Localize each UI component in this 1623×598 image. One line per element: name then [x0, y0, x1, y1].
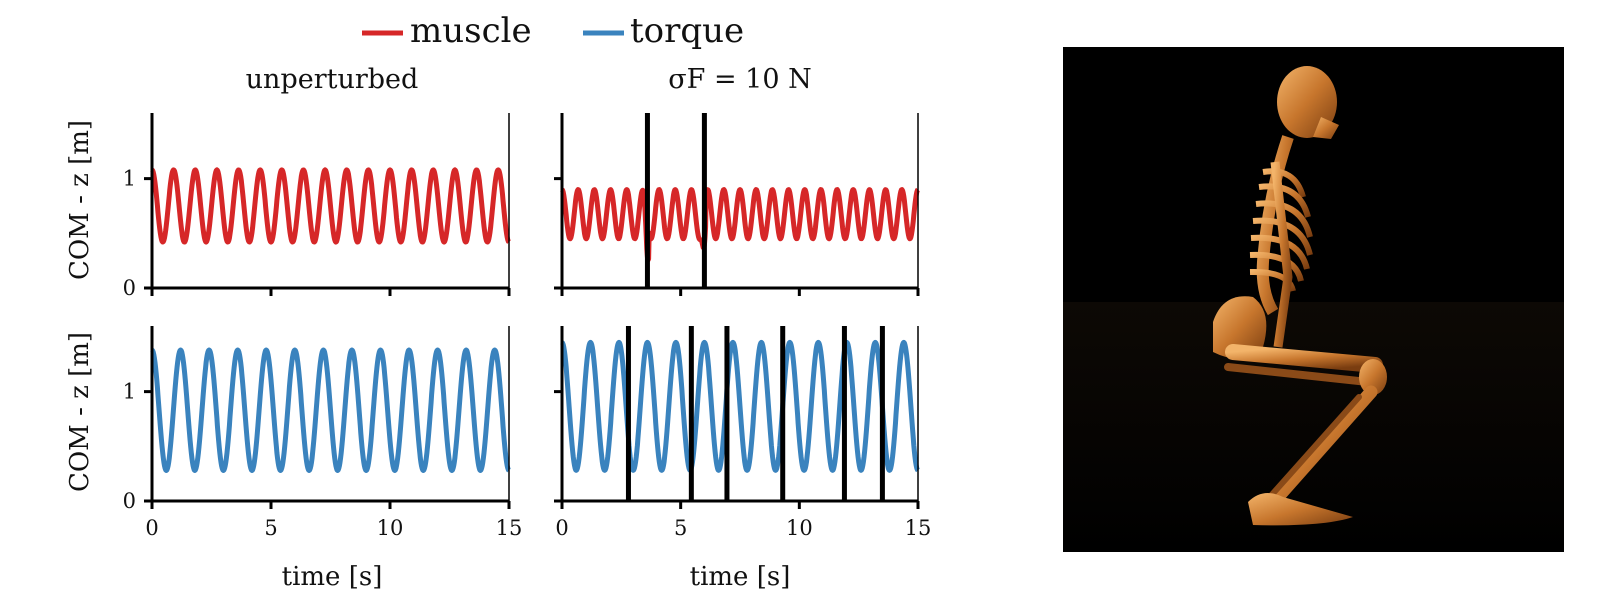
- legend-label-muscle: muscle: [410, 11, 532, 51]
- panel-title-perturbed: σF = 10 N: [668, 64, 812, 95]
- x-tick-label: 5: [264, 516, 277, 540]
- skeleton-squat-icon: [1063, 66, 1564, 552]
- x-tick-label: 10: [786, 516, 813, 540]
- y-tick-label: 1: [123, 380, 136, 404]
- panel-1: [554, 113, 920, 296]
- x-tick-label: 10: [377, 516, 404, 540]
- series-line-torque: [150, 347, 511, 473]
- legend: muscle torque: [362, 11, 744, 51]
- y-axis-label-top: COM - z [m]: [65, 120, 95, 280]
- panel-2: 010 5 10 15: [123, 326, 523, 540]
- x-axis-label-left: time [s]: [282, 562, 383, 592]
- x-tick-label: 15: [496, 516, 523, 540]
- y-tick-label: 0: [123, 489, 136, 513]
- x-axis-label-right: time [s]: [690, 562, 791, 592]
- skeleton-image: [1063, 47, 1564, 552]
- panel-0: 01: [123, 113, 511, 300]
- series-line-torque: [560, 339, 920, 473]
- series-line-muscle: [560, 187, 920, 263]
- y-tick-label: 0: [123, 276, 136, 300]
- x-tick-label: 0: [145, 516, 158, 540]
- y-tick-label: 1: [123, 167, 136, 191]
- y-axis-label-bottom: COM - z [m]: [65, 332, 95, 492]
- legend-label-torque: torque: [630, 11, 744, 51]
- x-tick-label: 5: [674, 516, 687, 540]
- x-tick-label: 0: [555, 516, 568, 540]
- series-line-muscle: [150, 167, 511, 245]
- panel-3: 0 5 10 15: [554, 326, 931, 540]
- x-tick-label: 15: [905, 516, 932, 540]
- panel-title-unperturbed: unperturbed: [246, 64, 419, 95]
